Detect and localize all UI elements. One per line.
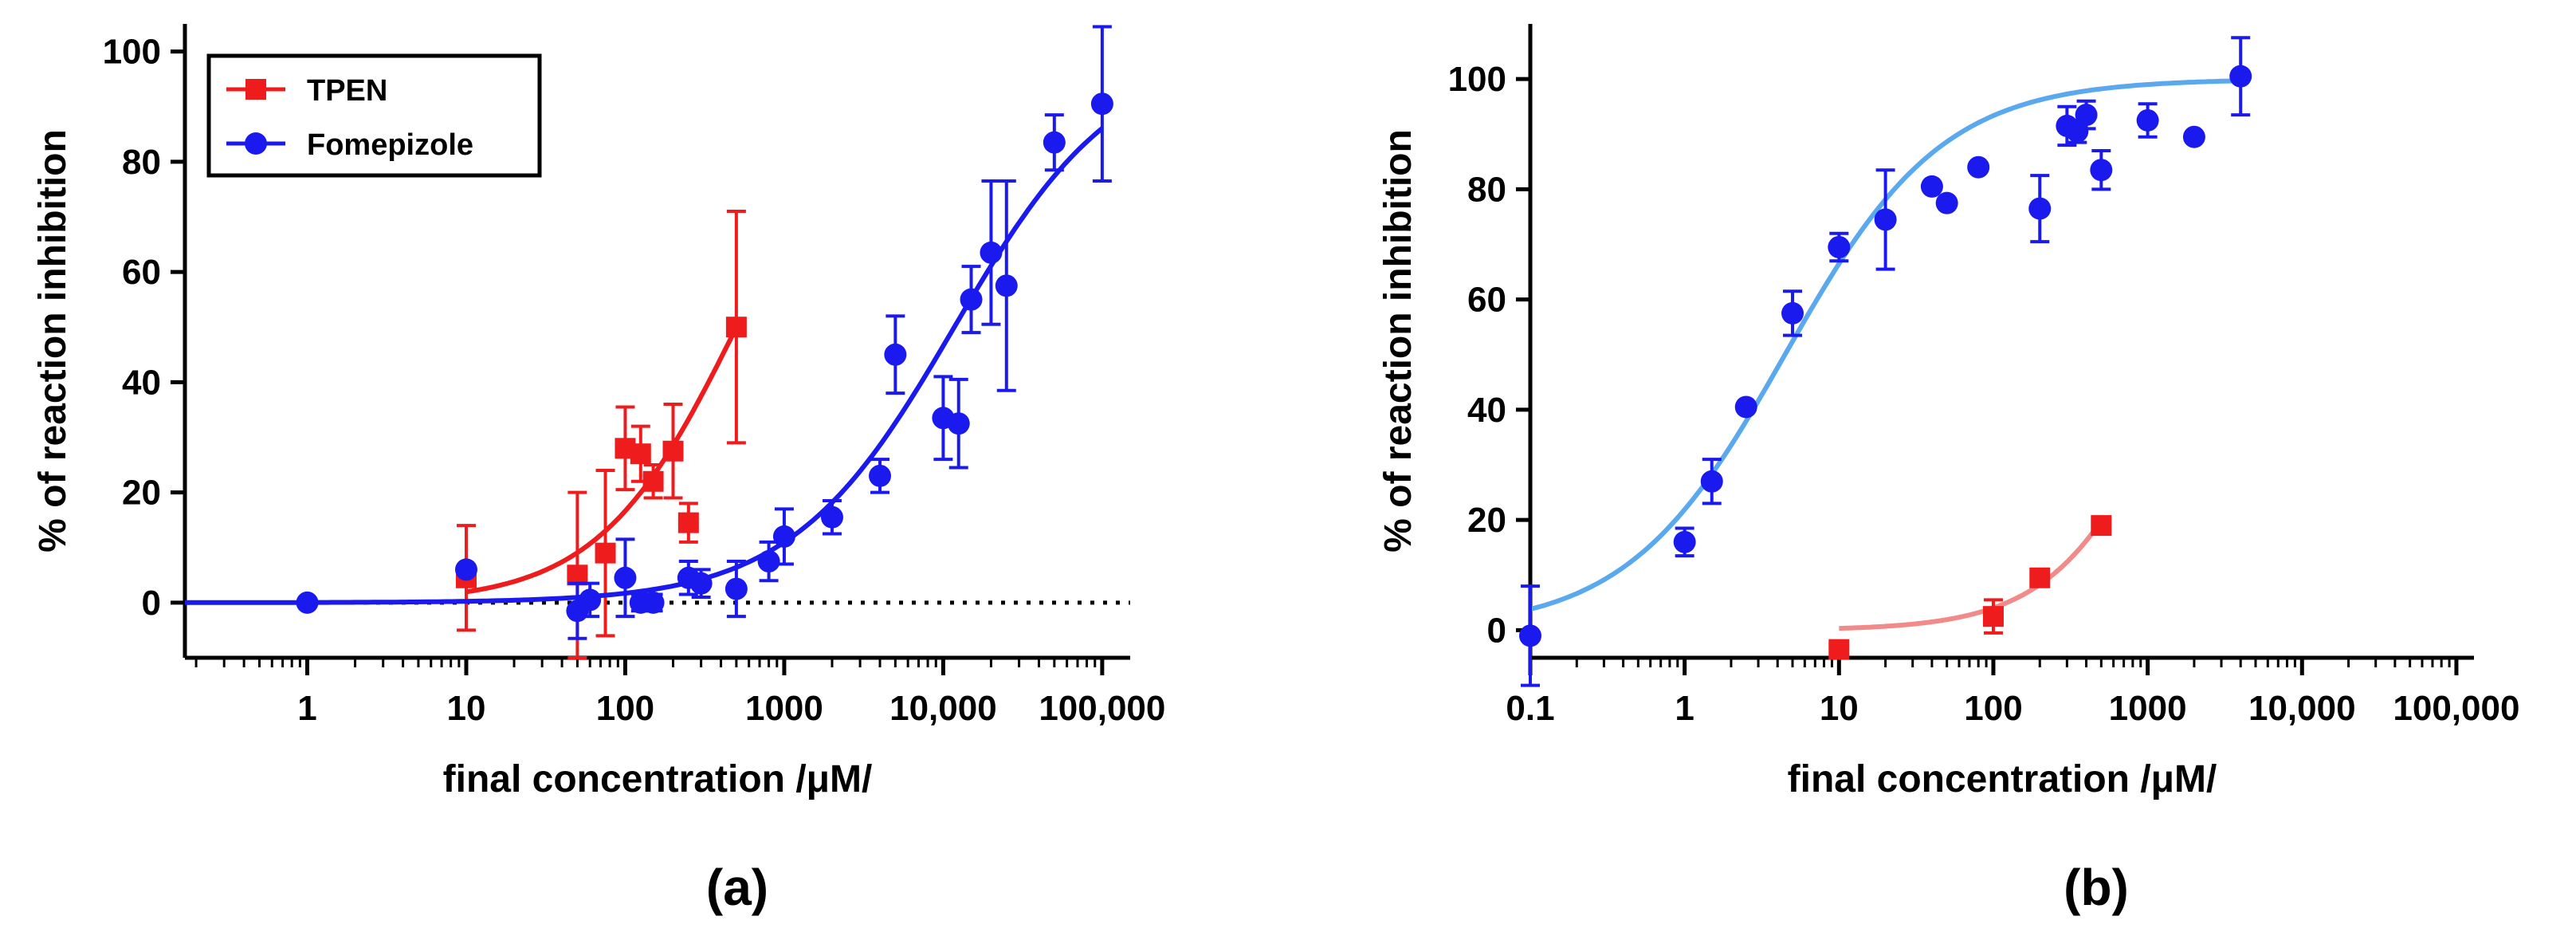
y-tick-label: 20: [122, 474, 161, 513]
x-tick-label: 10: [447, 689, 486, 728]
y-axis-title: % of reaction inhibition: [1377, 129, 1420, 553]
x-tick-label: 10,000: [889, 689, 997, 728]
fomepizole-data-point: [757, 550, 780, 573]
fomepizole-data-point: [1828, 235, 1851, 258]
legend-label-fomepizole: Fomepizole: [307, 128, 473, 162]
fomepizole-data-point: [579, 588, 602, 612]
tpen-data-point: [595, 542, 616, 564]
tpen-data-point: [725, 317, 747, 338]
panel-a-chart: 0 20 40 60 80 100 1 10 100 1000 10,000 100,000 final…: [32, 24, 1165, 916]
fomepizole-data-point: [947, 412, 970, 435]
x-tick-label: 1: [1675, 689, 1694, 728]
legend: TPEN Fomepizole: [206, 53, 542, 178]
tpen-data-point: [1982, 606, 2004, 627]
fomepizole-data-point: [772, 525, 795, 548]
fomepizole-data-point: [689, 572, 713, 595]
tpen-data-point: [2091, 515, 2112, 537]
y-tick-label: 100: [103, 33, 161, 72]
fomepizole-data-point: [614, 566, 637, 589]
x-tick-label: 100,000: [2393, 689, 2519, 728]
y-tick-label: 60: [122, 253, 161, 292]
fomepizole-data-point: [724, 577, 748, 600]
x-tick-label: 1000: [745, 689, 823, 728]
x-axis-title: final concentration /μM/: [443, 758, 873, 800]
fomepizole-data-point: [1920, 175, 1943, 198]
y-tick-label: 60: [1467, 281, 1506, 320]
legend-marker-fomepizole: [245, 132, 267, 155]
fomepizole-data-point: [1734, 395, 1757, 419]
fomepizole-data-point: [2066, 120, 2089, 143]
panel-label: (a): [706, 859, 768, 916]
fomepizole-data-point: [454, 558, 477, 581]
y-tick-label: 100: [1448, 60, 1506, 99]
fomepizole-data-point: [995, 274, 1018, 297]
fomepizole-data-point: [1519, 624, 1541, 647]
x-tick-label: 10,000: [2248, 689, 2356, 728]
fomepizole-data-point: [2229, 65, 2252, 88]
fomepizole-data-point: [884, 343, 907, 366]
fomepizole-data-point: [1043, 131, 1066, 154]
x-tick-label: 1000: [2109, 689, 2187, 728]
x-tick-label: 100,000: [1039, 689, 1165, 728]
x-tick-label: 10: [1820, 689, 1859, 728]
fomepizole-data-point: [820, 505, 843, 529]
tpen-data-point: [662, 440, 684, 462]
y-axis-title: % of reaction inhibition: [32, 129, 74, 553]
x-tick-label: 100: [596, 689, 654, 728]
x-axis-title: final concentration /μM/: [1788, 758, 2217, 800]
y-tick-label: 80: [122, 143, 161, 182]
y-tick-label: 80: [1467, 170, 1506, 209]
fomepizole-data-point: [869, 464, 892, 487]
y-tick-label: 40: [1467, 391, 1506, 430]
fomepizole-data-point: [2075, 104, 2098, 127]
panel-label: (b): [2064, 859, 2129, 916]
tpen-data-point: [1828, 639, 1850, 660]
fomepizole-data-point: [1700, 470, 1723, 493]
y-tick-label: 40: [122, 363, 161, 402]
fomepizole-data-point: [642, 591, 665, 614]
fomepizole-data-point: [1967, 155, 1990, 179]
fomepizole-fit-curve: [185, 126, 1104, 605]
x-tick-label: 0.1: [1506, 689, 1554, 728]
fomepizole-data-point: [2028, 197, 2052, 220]
tpen-data-point: [630, 443, 651, 465]
fomepizole-data-point: [980, 241, 1003, 264]
tpen-data-point: [2029, 567, 2051, 588]
tpen-fit-curve: [1839, 519, 2103, 631]
fomepizole-data-point: [2090, 159, 2113, 182]
panel-b-chart: 0 20 40 60 80 100 0.1 1 10 100 1000 10,000 100,000 fi…: [1377, 24, 2519, 916]
fomepizole-data-point: [1935, 191, 1958, 214]
legend-marker-tpen: [245, 79, 266, 100]
tpen-data-point: [642, 470, 664, 492]
fomepizole-data-point: [1781, 301, 1804, 324]
x-tick-label: 1: [297, 689, 316, 728]
y-tick-label: 20: [1467, 501, 1506, 540]
fomepizole-data-point: [960, 288, 983, 311]
y-tick-label: 0: [1487, 611, 1506, 650]
x-tick-label: 100: [1964, 689, 2022, 728]
fomepizole-data-point: [1673, 530, 1696, 553]
fomepizole-data-point: [2136, 108, 2159, 132]
fomepizole-data-point: [296, 591, 319, 614]
fomepizole-data-point: [1874, 208, 1897, 231]
y-tick-label: 0: [142, 584, 161, 623]
legend-label-tpen: TPEN: [307, 74, 387, 108]
fomepizole-data-point: [2182, 125, 2205, 148]
tpen-fit-curve: [465, 326, 739, 595]
tpen-data-point: [677, 512, 699, 533]
fomepizole-fit-curve: [1530, 78, 2241, 612]
legend-box: [206, 53, 542, 178]
fomepizole-data-point: [1090, 92, 1113, 116]
